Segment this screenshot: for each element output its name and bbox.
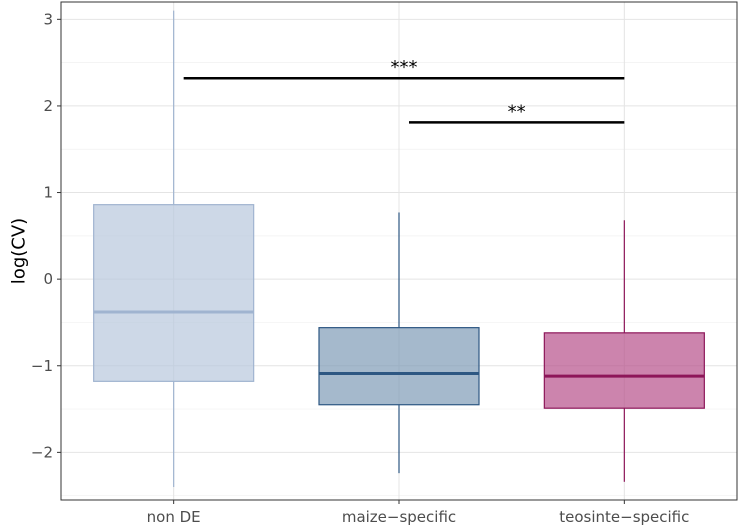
box-3 [543, 220, 705, 482]
x-tick-label: teosinte−specific [559, 508, 689, 526]
boxes [93, 10, 705, 488]
y-tick-label: 1 [43, 184, 53, 202]
x-tick-label: maize−specific [342, 508, 456, 526]
significance-label: *** [391, 57, 418, 78]
y-tick-label: −2 [31, 443, 53, 461]
significance-label: ** [508, 101, 526, 122]
y-axis-title: log(CV) [8, 218, 29, 284]
y-tick-label: 2 [43, 97, 53, 115]
y-tick-label: 0 [43, 270, 53, 288]
significance-brackets: ***** [183, 57, 625, 124]
y-tick-label: −1 [31, 357, 53, 375]
y-axis-ticks: −2 −1 0 1 2 3 [31, 10, 61, 461]
x-tick-label: non DE [147, 508, 201, 526]
iqr-box [318, 327, 480, 406]
box-1 [93, 10, 255, 488]
iqr-box [543, 332, 705, 409]
box-2 [318, 212, 480, 474]
iqr-box [93, 204, 255, 382]
x-axis-ticks: non DE maize−specific teosinte−specific [147, 500, 689, 526]
y-tick-label: 3 [43, 10, 53, 28]
